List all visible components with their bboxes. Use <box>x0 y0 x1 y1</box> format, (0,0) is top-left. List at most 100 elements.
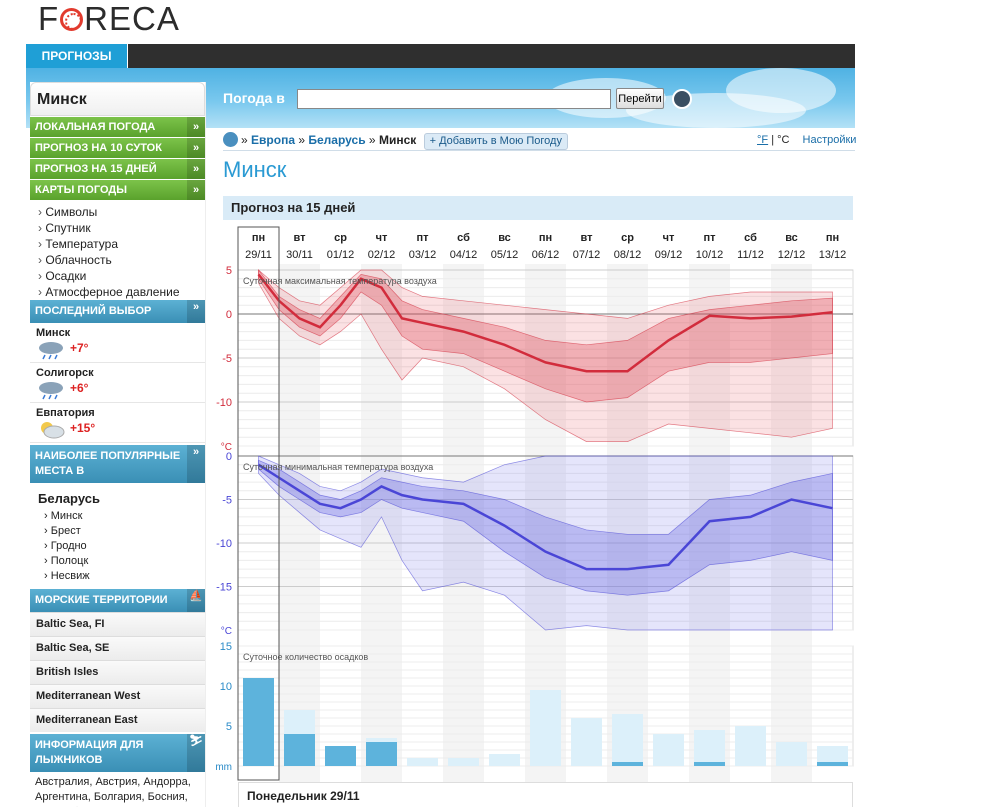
precip-tick-label: 5 <box>226 721 232 733</box>
search-go-button[interactable]: Перейти <box>616 88 664 109</box>
sea-link[interactable]: British Isles <box>30 660 205 684</box>
min-temp-mean-line <box>257 463 833 571</box>
recent-name: Солигорск <box>36 367 94 379</box>
precip-likely-bar <box>817 762 848 766</box>
sea-link[interactable]: Baltic Sea, SE <box>30 636 205 660</box>
map-cloudiness-link[interactable]: Облачность <box>38 252 205 268</box>
day-label: вс <box>785 232 798 244</box>
precip-total-bar <box>612 714 643 766</box>
map-temperature-link[interactable]: Температура <box>38 236 205 252</box>
day-stripe <box>771 264 812 784</box>
menu-15-day[interactable]: ПРОГНОЗ НА 15 ДНЕЙ» <box>30 159 205 179</box>
menu-local-weather[interactable]: ЛОКАЛЬНАЯ ПОГОДА» <box>30 117 205 137</box>
max-temp-tick-label: 5 <box>226 265 232 277</box>
precip-total-bar <box>407 758 438 766</box>
recent-item[interactable]: Евпатория +15° <box>30 403 205 443</box>
menu-weather-maps[interactable]: КАРТЫ ПОГОДЫ» <box>30 180 205 200</box>
date-label: 11/12 <box>737 249 764 261</box>
search-input[interactable] <box>297 89 611 109</box>
popular-list: Минск Брест Гродно Полоцк Несвиж <box>30 509 205 587</box>
rain-cloud-icon <box>39 342 63 360</box>
menu-10-day[interactable]: ПРОГНОЗ НА 10 СУТОК» <box>30 138 205 158</box>
day-label: вс <box>498 232 511 244</box>
precip-tick-label: 10 <box>220 681 232 693</box>
page-title: Минск <box>223 157 287 182</box>
recent-header[interactable]: ПОСЛЕДНИЙ ВЫБОР» <box>30 300 205 323</box>
section-title: Прогноз на 15 дней <box>223 196 853 220</box>
day-label: ср <box>334 232 347 244</box>
map-satellite-link[interactable]: Спутник <box>38 220 205 236</box>
chevron-right-icon: » <box>187 138 205 158</box>
precip-unit-label: mm <box>215 762 232 773</box>
breadcrumb: » Европа » Беларусь » Минск + Добавить в… <box>223 131 568 150</box>
unit-fahrenheit[interactable]: °F <box>757 134 769 146</box>
popular-link[interactable]: Полоцк <box>30 554 205 569</box>
recent-item[interactable]: Минск +7° <box>30 323 205 363</box>
popular-link[interactable]: Брест <box>30 524 205 539</box>
search-label: Погода в <box>223 90 285 106</box>
recent-item[interactable]: Солигорск +6° <box>30 363 205 403</box>
popular-link[interactable]: Минск <box>30 509 205 524</box>
top-navigation: ПРОГНОЗЫ <box>26 44 855 68</box>
max-temp-tick-label: -5 <box>222 353 232 365</box>
add-to-my-weather-button[interactable]: + Добавить в Мою Погоду <box>423 133 568 150</box>
sea-link[interactable]: Mediterranean West <box>30 684 205 708</box>
precip-likely-bar <box>243 678 274 766</box>
recent-temp: +6° <box>70 381 89 395</box>
sea-header[interactable]: МОРСКИЕ ТЕРРИТОРИИ ⛵ <box>30 589 205 612</box>
ski-header[interactable]: ИНФОРМАЦИЯ ДЛЯ ЛЫЖНИКОВ ⛷ <box>30 734 205 772</box>
recent-temp: +7° <box>70 341 89 355</box>
breadcrumb-europe[interactable]: Европа <box>251 133 295 147</box>
map-symbols-link[interactable]: Символы <box>38 204 205 220</box>
date-label: 01/12 <box>327 249 355 261</box>
min-temp-tick-label: -10 <box>216 538 232 550</box>
day-label: сб <box>457 232 470 244</box>
precip-total-bar <box>735 726 766 766</box>
sea-link[interactable]: Baltic Sea, FI <box>30 612 205 636</box>
date-label: 03/12 <box>409 249 437 261</box>
map-precipitation-link[interactable]: Осадки <box>38 268 205 284</box>
sailboat-icon: ⛵ <box>187 589 205 612</box>
max-temp-mean-line <box>257 273 833 373</box>
divider <box>223 150 855 151</box>
precip-total-bar <box>530 690 561 766</box>
partly-cloudy-icon <box>41 422 65 439</box>
location-icon[interactable] <box>672 89 692 109</box>
date-label: 02/12 <box>368 249 396 261</box>
day-label: чт <box>376 232 388 244</box>
tab-forecasts[interactable]: ПРОГНОЗЫ <box>26 44 128 68</box>
day-stripe <box>443 264 484 784</box>
day-stripe <box>689 264 730 784</box>
recent-name: Минск <box>36 327 71 339</box>
ski-country-list[interactable]: Австралия, Австрия, Андорра, Аргентина, … <box>35 776 191 807</box>
skier-icon: ⛷ <box>187 734 205 772</box>
recent-temp: +15° <box>70 421 96 435</box>
unit-celsius[interactable]: °C <box>777 134 790 146</box>
day-label: пн <box>826 232 839 244</box>
sea-link[interactable]: Mediterranean East <box>30 708 205 732</box>
min-temp-outer-band <box>258 455 833 631</box>
precip-total-bar <box>489 754 520 766</box>
day-label: пт <box>416 232 429 244</box>
date-label: 05/12 <box>491 249 519 261</box>
breadcrumb-country[interactable]: Беларусь <box>308 133 366 147</box>
maps-list: Символы Спутник Температура Облачность О… <box>30 200 205 300</box>
unit-switcher: °F | °C Настройки <box>757 134 857 146</box>
selected-day-title: Понедельник 29/11 <box>238 782 853 807</box>
date-label: 10/12 <box>696 249 724 261</box>
max-temp-outer-band <box>258 269 833 442</box>
foreca-logo[interactable]: F RECA <box>38 0 180 37</box>
globe-icon <box>223 132 238 147</box>
date-label: 12/12 <box>778 249 806 261</box>
precip-total-bar <box>776 742 807 766</box>
popular-link[interactable]: Гродно <box>30 539 205 554</box>
date-label: 08/12 <box>614 249 642 261</box>
chevron-down-icon: » <box>187 300 205 323</box>
popular-header[interactable]: НАИБОЛЕЕ ПОПУЛЯРНЫЕ МЕСТА В» <box>30 445 205 483</box>
popular-link[interactable]: Несвиж <box>30 569 205 584</box>
forecast-chart: пн 29/11 вт 30/11 ср 01/12 чт 02/12 пт 03/12 сб 04/… <box>215 226 854 784</box>
date-label: 07/12 <box>573 249 601 261</box>
map-pressure-link[interactable]: Атмосферное давление <box>38 284 205 300</box>
precip-likely-bar <box>366 742 397 766</box>
settings-link[interactable]: Настройки <box>802 134 857 146</box>
